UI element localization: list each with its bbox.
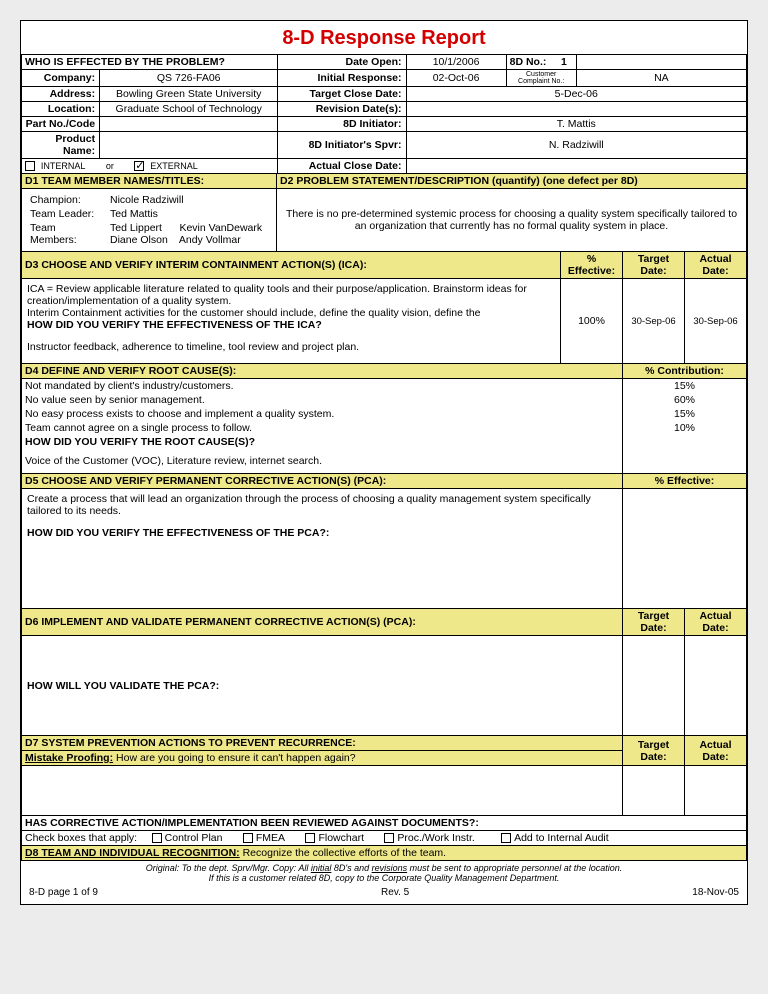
d3-table: D3 CHOOSE AND VERIFY INTERIM CONTAINMENT…	[21, 252, 747, 364]
d6-col-target: Target Date:	[623, 609, 685, 636]
partno	[100, 117, 278, 132]
initiator: T. Mattis	[406, 117, 747, 132]
footer-rev: Rev. 5	[381, 887, 409, 898]
footer-row: 8-D page 1 of 9 Rev. 5 18-Nov-05	[21, 885, 747, 904]
d2-body: There is no pre-determined systemic proc…	[277, 189, 747, 252]
footer-notes: Original: To the dept. Sprv/Mgr. Copy: A…	[21, 861, 747, 885]
d7-header: D7 SYSTEM PREVENTION ACTIONS TO PREVENT …	[22, 736, 623, 751]
d4-body: Voice of the Customer (VOC), Literature …	[22, 449, 623, 474]
d8-table: D8 TEAM AND INDIVIDUAL RECOGNITION: Reco…	[21, 846, 747, 861]
d1-header: D1 TEAM MEMBER NAMES/TITLES:	[22, 174, 277, 189]
date-open-label: Date Open:	[278, 55, 406, 70]
internal-external-row: INTERNAL or EXTERNAL	[22, 159, 278, 174]
revision-label: Revision Date(s):	[278, 102, 406, 117]
d4-col-contrib: % Contribution:	[623, 364, 747, 379]
who-label: WHO IS EFFECTED BY THE PROBLEM?	[22, 55, 278, 70]
d7-col-actual: Actual Date:	[685, 736, 747, 766]
address-label: Address:	[22, 87, 100, 102]
d3-actual: 30-Sep-06	[685, 279, 747, 364]
spvr: N. Radziwill	[406, 132, 747, 159]
d3-header: D3 CHOOSE AND VERIFY INTERIM CONTAINMENT…	[22, 252, 561, 279]
actual-close	[406, 159, 747, 174]
initiator-label: 8D Initiator:	[278, 117, 406, 132]
product	[100, 132, 278, 159]
d3-eff: 100%	[561, 279, 623, 364]
company-label: Company:	[22, 70, 100, 87]
initial-resp-label: Initial Response:	[278, 70, 406, 87]
d5-header: D5 CHOOSE AND VERIFY PERMANENT CORRECTIV…	[22, 474, 623, 489]
location: Graduate School of Technology	[100, 102, 278, 117]
d5-col-eff: % Effective:	[623, 474, 747, 489]
d7-table: D7 SYSTEM PREVENTION ACTIONS TO PREVENT …	[21, 736, 747, 816]
d3-col-eff: % Effective:	[561, 252, 623, 279]
header-table: WHO IS EFFECTED BY THE PROBLEM? Date Ope…	[21, 54, 747, 174]
check-audit[interactable]	[501, 833, 511, 843]
report-title: 8-D Response Report	[21, 21, 747, 54]
d4-verify: HOW DID YOU VERIFY THE ROOT CAUSE(S)?	[22, 435, 623, 449]
check-fmea[interactable]	[243, 833, 253, 843]
address: Bowling Green State University	[100, 87, 278, 102]
checks-row: Check boxes that apply: Control Plan FME…	[22, 831, 747, 846]
checks-title: HAS CORRECTIVE ACTION/IMPLEMENTATION BEE…	[22, 816, 747, 831]
d4-r1: Not mandated by client's industry/custom…	[22, 379, 623, 394]
d4-r3: No easy process exists to choose and imp…	[22, 407, 623, 421]
complaint-no: NA	[576, 70, 746, 87]
d4-r2: No value seen by senior management.	[22, 393, 623, 407]
d6-header: D6 IMPLEMENT AND VALIDATE PERMANENT CORR…	[22, 609, 623, 636]
d8-row: D8 TEAM AND INDIVIDUAL RECOGNITION: Reco…	[22, 846, 747, 861]
check-control-plan[interactable]	[152, 833, 162, 843]
location-label: Location:	[22, 102, 100, 117]
d6-col-actual: Actual Date:	[685, 609, 747, 636]
complaint-label: CustomerComplaint No.:	[506, 70, 576, 87]
d4-table: D4 DEFINE AND VERIFY ROOT CAUSE(S): % Co…	[21, 364, 747, 474]
d4-r1p: 15%	[623, 379, 747, 394]
d7-body	[22, 766, 623, 816]
d3-col-target: Target Date:	[623, 252, 685, 279]
8d-no-label: 8D No.: 1	[506, 55, 576, 70]
d3-body: ICA = Review applicable literature relat…	[22, 279, 561, 364]
d7-mistake: Mistake Proofing: How are you going to e…	[22, 751, 623, 766]
product-label: Product Name:	[22, 132, 100, 159]
footer-date: 18-Nov-05	[692, 887, 739, 898]
d3-col-actual: Actual Date:	[685, 252, 747, 279]
d6-body: HOW WILL YOU VALIDATE THE PCA?:	[22, 636, 623, 736]
internal-checkbox[interactable]	[25, 161, 35, 171]
revision	[406, 102, 747, 117]
d1-body: Champion:Nicole Radziwill Team Leader:Te…	[22, 189, 277, 252]
d4-r4: Team cannot agree on a single process to…	[22, 421, 623, 435]
d3-target: 30-Sep-06	[623, 279, 685, 364]
check-proc[interactable]	[384, 833, 394, 843]
d5-table: D5 CHOOSE AND VERIFY PERMANENT CORRECTIV…	[21, 474, 747, 609]
check-flowchart[interactable]	[305, 833, 315, 843]
d4-header: D4 DEFINE AND VERIFY ROOT CAUSE(S):	[22, 364, 623, 379]
d6-table: D6 IMPLEMENT AND VALIDATE PERMANENT CORR…	[21, 609, 747, 736]
d7-col-target: Target Date:	[623, 736, 685, 766]
spvr-label: 8D Initiator's Spvr:	[278, 132, 406, 159]
date-open: 10/1/2006	[406, 55, 506, 70]
partno-label: Part No./Code	[22, 117, 100, 132]
d2-header: D2 PROBLEM STATEMENT/DESCRIPTION (quanti…	[277, 174, 747, 189]
d4-r2p: 60%	[623, 393, 747, 407]
report-page: 8-D Response Report WHO IS EFFECTED BY T…	[20, 20, 748, 905]
d1-d2-table: D1 TEAM MEMBER NAMES/TITLES: D2 PROBLEM …	[21, 174, 747, 252]
checks-table: HAS CORRECTIVE ACTION/IMPLEMENTATION BEE…	[21, 816, 747, 846]
footer-page: 8-D page 1 of 9	[29, 887, 98, 898]
external-checkbox[interactable]	[134, 161, 144, 171]
d4-r3p: 15%	[623, 407, 747, 421]
target-close-label: Target Close Date:	[278, 87, 406, 102]
company: QS 726-FA06	[100, 70, 278, 87]
d4-r4p: 10%	[623, 421, 747, 435]
initial-resp: 02-Oct-06	[406, 70, 506, 87]
d5-body: Create a process that will lead an organ…	[22, 489, 623, 609]
actual-close-label: Actual Close Date:	[278, 159, 406, 174]
target-close: 5-Dec-06	[406, 87, 747, 102]
